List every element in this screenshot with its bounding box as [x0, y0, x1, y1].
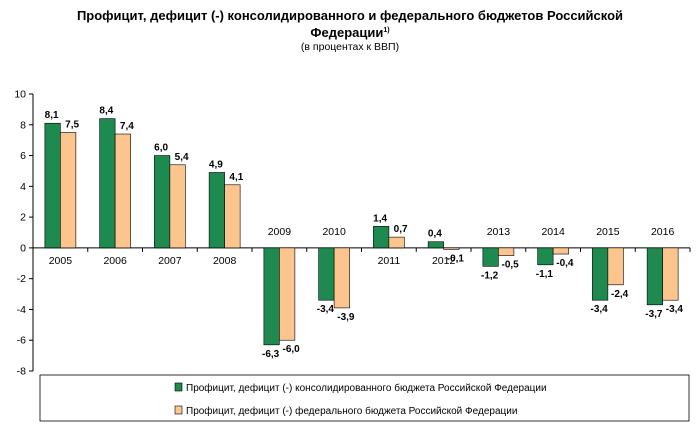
data-label-consolidated: 6,0 — [154, 143, 168, 154]
x-tick-label: 2008 — [213, 255, 237, 267]
data-label-federal: 4,1 — [229, 172, 243, 183]
bar-federal — [552, 247, 569, 255]
y-tick-label: 6 — [20, 150, 26, 162]
x-tick-label: 2005 — [49, 255, 73, 267]
x-tick-label: 2006 — [103, 255, 127, 267]
bar-federal — [114, 133, 131, 249]
data-label-federal: -3,9 — [337, 312, 355, 323]
data-label-consolidated: -1,1 — [536, 269, 554, 280]
data-label-federal: -0,1 — [447, 253, 465, 264]
data-label-federal: -6,0 — [283, 344, 301, 355]
data-label-consolidated: 8,4 — [99, 106, 113, 117]
chart-axes: 10 8 6 4 2 0 -2 -4 -6 -8 2005 2006 2007 2008 2009 2010 2… — [14, 89, 691, 378]
chart-subtitle: (в процентах к ВВП) — [300, 41, 400, 53]
title-footnote-mark: 1) — [383, 27, 390, 34]
bar-consolidated — [646, 247, 663, 306]
data-label-federal: -0,4 — [556, 258, 574, 269]
bar-federal — [498, 247, 515, 256]
bar-consolidated — [482, 247, 499, 267]
bar-federal — [388, 236, 405, 249]
y-tick-label: 2 — [20, 212, 26, 224]
bar-federal — [224, 184, 241, 249]
data-label-consolidated: -6,3 — [262, 349, 280, 360]
bar-federal — [279, 247, 296, 341]
data-label-federal: -0,5 — [502, 260, 520, 271]
x-tick-label: 2013 — [487, 226, 511, 238]
data-label-federal: -2,4 — [611, 289, 629, 300]
bar-consolidated — [592, 247, 609, 301]
data-label-federal: 5,4 — [175, 152, 189, 163]
chart-bars — [44, 118, 679, 346]
chart-title-line-1: Профицит, дефицит (-) консолидированного… — [76, 8, 624, 23]
y-tick-label: 10 — [14, 89, 26, 101]
data-label-federal: 7,5 — [65, 119, 79, 130]
bar-federal — [60, 132, 77, 249]
y-tick-label: -2 — [17, 273, 26, 285]
data-label-consolidated: -3,4 — [317, 304, 335, 315]
y-tick-label: -4 — [17, 304, 26, 316]
data-label-federal: -3,4 — [666, 304, 684, 315]
bar-consolidated — [44, 122, 61, 249]
bar-federal — [662, 247, 679, 301]
data-label-consolidated: 4,9 — [209, 159, 223, 170]
bar-consolidated — [318, 247, 335, 301]
legend-swatch — [174, 405, 183, 415]
chart-title-line-2-text: Федерации — [310, 25, 384, 40]
y-tick-label: 8 — [20, 119, 26, 131]
data-label-consolidated: -3,7 — [645, 309, 663, 320]
y-tick-label: 0 — [20, 242, 26, 254]
bar-consolidated — [99, 118, 116, 249]
x-tick-label: 2015 — [596, 226, 620, 238]
x-tick-label: 2014 — [541, 226, 565, 238]
y-tick-label: -8 — [17, 366, 26, 378]
bar-consolidated — [263, 247, 280, 346]
x-tick-label: 2009 — [268, 226, 292, 238]
legend-label: Профицит, дефицит (-) консолидированного… — [186, 382, 547, 394]
bar-federal — [169, 164, 186, 249]
data-label-consolidated: 0,4 — [428, 229, 442, 240]
x-tick-label: 2007 — [158, 255, 182, 267]
bar-consolidated — [154, 155, 171, 249]
data-label-federal: 7,4 — [120, 121, 134, 132]
bar-federal — [607, 247, 624, 286]
bar-consolidated — [208, 172, 225, 249]
legend-box — [39, 374, 690, 422]
chart-title-line-2: Федерации1) — [0, 23, 700, 40]
bar-consolidated — [373, 226, 390, 249]
data-label-federal: 0,7 — [394, 224, 408, 235]
chart-legend: Профицит, дефицит (-) консолидированного… — [39, 374, 690, 422]
x-tick-label: 2011 — [378, 255, 401, 267]
bar-consolidated — [537, 247, 554, 266]
y-tick-label: 4 — [20, 181, 26, 193]
data-label-consolidated: 1,4 — [373, 213, 387, 224]
bar-federal — [333, 247, 350, 309]
x-tick-label: 2010 — [322, 226, 346, 238]
legend-label: Профицит, дефицит (-) федерального бюдже… — [186, 405, 517, 417]
chart-title: Профицит, дефицит (-) консолидированного… — [0, 8, 700, 54]
bar-federal — [443, 247, 460, 250]
x-tick-label: 2016 — [651, 226, 675, 238]
chart-data-labels: 8,17,58,47,46,05,44,94,1-6,3 -6,0-3,4-3,9… — [45, 106, 684, 360]
data-label-consolidated: 8,1 — [45, 110, 59, 121]
data-label-consolidated: -3,4 — [591, 304, 609, 315]
y-tick-label: -6 — [17, 335, 26, 347]
data-label-consolidated: -1,2 — [481, 270, 499, 281]
bar-consolidated — [427, 241, 444, 249]
x-tick-label: 2012 — [432, 255, 456, 267]
legend-swatch — [174, 382, 183, 392]
